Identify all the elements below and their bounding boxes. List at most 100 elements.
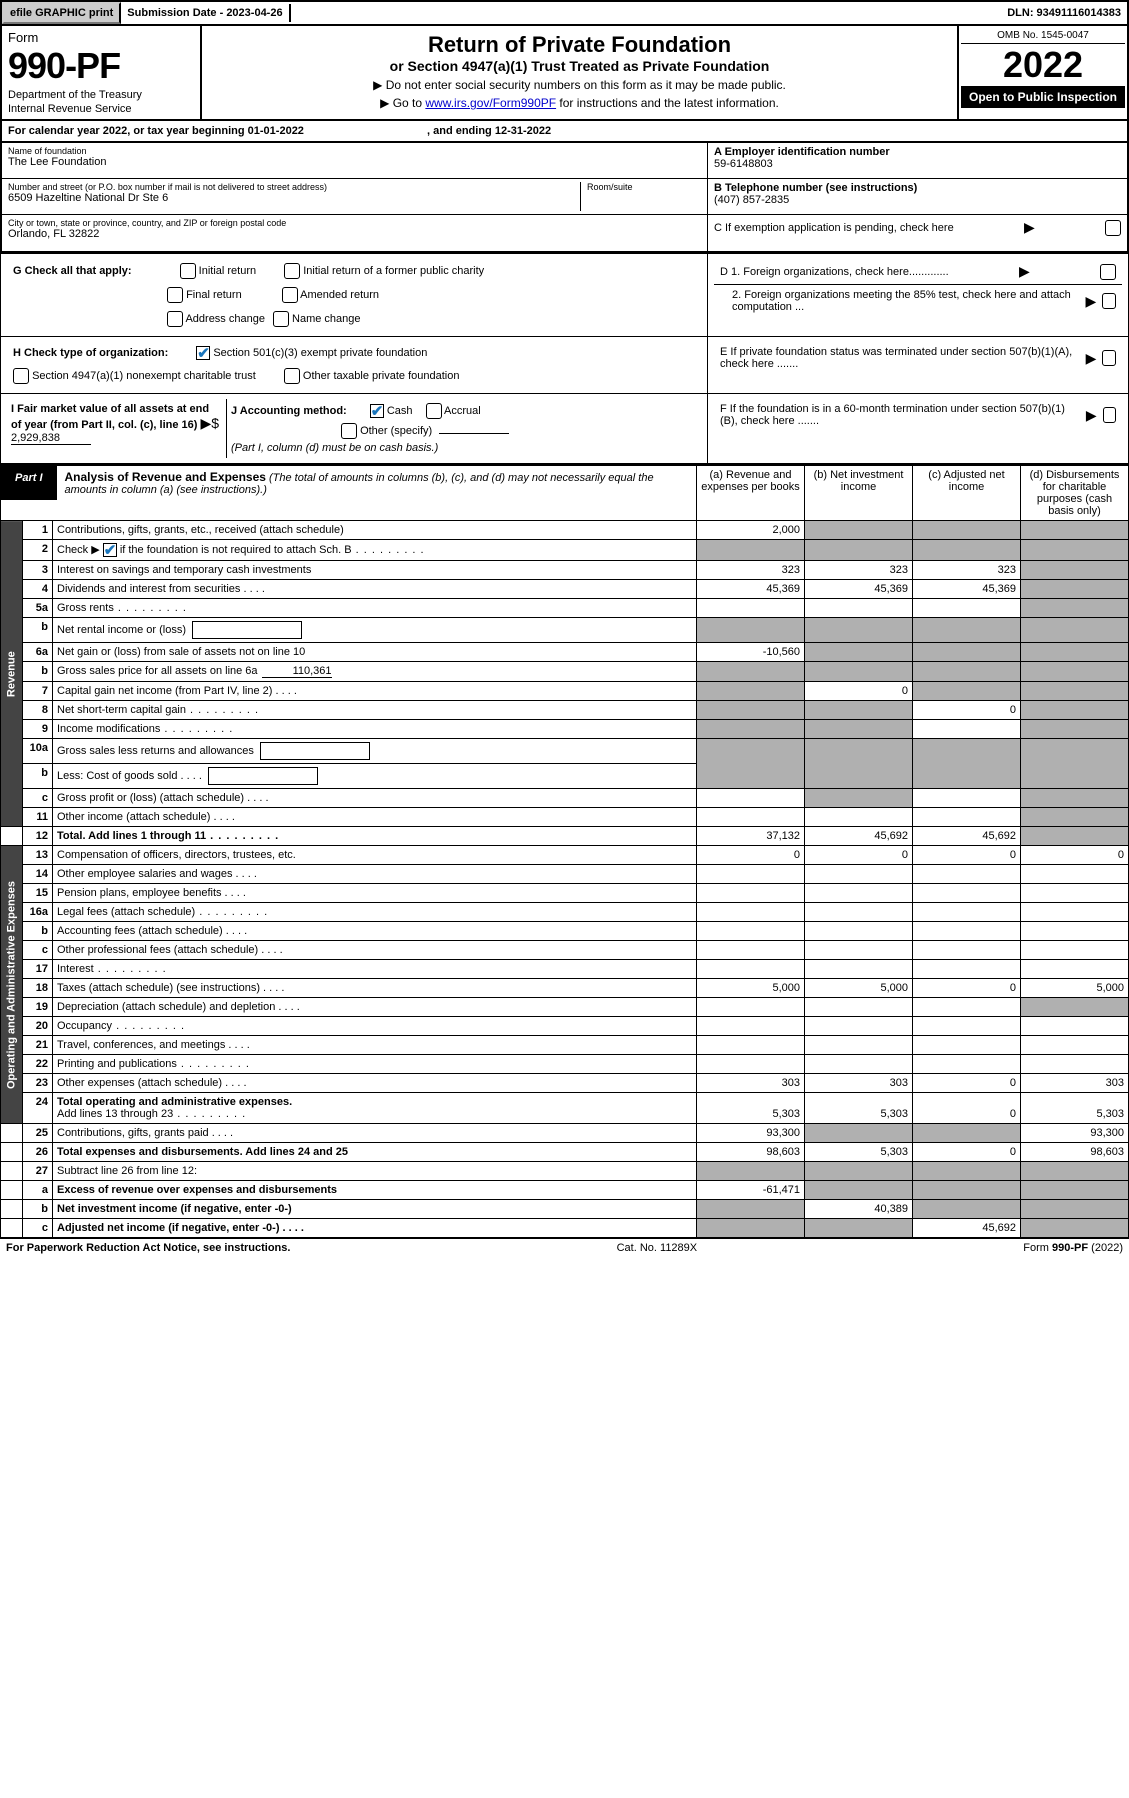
cell-shaded <box>913 1181 1021 1200</box>
cell-shaded <box>913 1200 1021 1219</box>
cell-c <box>913 1036 1021 1055</box>
line-num: 25 <box>23 1124 53 1143</box>
cell-c <box>913 720 1021 739</box>
ein-label: A Employer identification number <box>714 146 1121 158</box>
h-4947-checkbox[interactable] <box>13 368 29 384</box>
cell-b <box>805 998 913 1017</box>
line-desc: Net gain or (loss) from sale of assets n… <box>53 643 697 662</box>
j-cash-checkbox[interactable] <box>370 404 384 418</box>
irs-link[interactable]: www.irs.gov/Form990PF <box>425 96 556 110</box>
note-pre: ▶ Go to <box>380 96 425 110</box>
cell-shaded <box>805 1124 913 1143</box>
line-num: 17 <box>23 960 53 979</box>
h-501c3-checkbox[interactable] <box>196 346 210 360</box>
line-num: b <box>23 764 53 789</box>
j-other: Other (specify) <box>360 425 432 437</box>
cell-c: 0 <box>913 1143 1021 1162</box>
cell-a: 37,132 <box>697 827 805 846</box>
line-desc: Net short-term capital gain <box>53 701 697 720</box>
cell-c <box>913 922 1021 941</box>
line-num: a <box>23 1181 53 1200</box>
cell-shaded <box>913 1162 1021 1181</box>
foundation-name: The Lee Foundation <box>8 156 701 168</box>
cell-shaded <box>805 789 913 808</box>
revenue-side-label: Revenue <box>1 521 23 827</box>
col-b-header: (b) Net investment income <box>805 466 913 521</box>
j-cash: Cash <box>387 405 413 417</box>
line-desc: Gross sales less returns and allowances <box>53 739 697 764</box>
h-other-checkbox[interactable] <box>284 368 300 384</box>
cell-shaded <box>1021 561 1129 580</box>
note-link: ▶ Go to www.irs.gov/Form990PF for instru… <box>212 96 947 110</box>
cell-shaded <box>1021 1162 1129 1181</box>
arrow-icon: ▶ <box>1085 293 1096 310</box>
line-desc: Total operating and administrative expen… <box>53 1093 697 1124</box>
cell-a <box>697 941 805 960</box>
cell-c: 0 <box>913 846 1021 865</box>
r10b-desc: Less: Cost of goods sold <box>57 770 177 782</box>
cell-b: 0 <box>805 682 913 701</box>
g-final-checkbox[interactable] <box>167 287 183 303</box>
cell-c <box>913 903 1021 922</box>
d2-label: 2. Foreign organizations meeting the 85%… <box>732 289 1079 313</box>
ein-value: 59-6148803 <box>714 158 1121 170</box>
j-accrual-checkbox[interactable] <box>426 403 442 419</box>
g-initial-checkbox[interactable] <box>180 263 196 279</box>
cell-shaded <box>697 1219 805 1238</box>
cell-b <box>805 1017 913 1036</box>
i-value: 2,929,838 <box>11 432 91 445</box>
g-initial-former-checkbox[interactable] <box>284 263 300 279</box>
arrow-icon: ▶ <box>1086 407 1097 424</box>
cell-c: 0 <box>913 1093 1021 1124</box>
efile-print-button[interactable]: efile GRAPHIC print <box>2 2 121 24</box>
d1-checkbox[interactable] <box>1100 264 1116 280</box>
cell-shaded <box>805 618 913 643</box>
line-desc: Travel, conferences, and meetings <box>53 1036 697 1055</box>
line-desc: Gross sales price for all assets on line… <box>53 662 697 682</box>
r24-d1: Total operating and administrative expen… <box>57 1096 292 1108</box>
line-desc: Total expenses and disbursements. Add li… <box>53 1143 697 1162</box>
cell-b: 303 <box>805 1074 913 1093</box>
line-desc: Depreciation (attach schedule) and deple… <box>53 998 697 1017</box>
g-name-checkbox[interactable] <box>273 311 289 327</box>
cell-shaded <box>1021 540 1129 561</box>
form-title: Return of Private Foundation <box>212 32 947 58</box>
line-desc: Other employee salaries and wages <box>53 865 697 884</box>
cell-a <box>697 599 805 618</box>
g-o4: Amended return <box>300 289 379 301</box>
cell-shaded <box>1021 701 1129 720</box>
line-num: 12 <box>23 827 53 846</box>
f-label: F If the foundation is in a 60-month ter… <box>720 403 1080 427</box>
line-desc: Capital gain net income (from Part IV, l… <box>53 682 697 701</box>
cell-shaded <box>805 540 913 561</box>
f-checkbox[interactable] <box>1103 407 1116 423</box>
cell-b <box>805 960 913 979</box>
line-num: 27 <box>23 1162 53 1181</box>
cell-a <box>697 903 805 922</box>
cell-b: 40,389 <box>805 1200 913 1219</box>
cell-d: 0 <box>1021 846 1129 865</box>
submission-date: Submission Date - 2023-04-26 <box>121 4 290 22</box>
part1-table: Part I Analysis of Revenue and Expenses … <box>0 465 1129 1238</box>
schb-checkbox[interactable] <box>103 543 117 557</box>
j-other-checkbox[interactable] <box>341 423 357 439</box>
note-post: for instructions and the latest informat… <box>556 96 779 110</box>
g-amended-checkbox[interactable] <box>282 287 298 303</box>
cell-c: 45,692 <box>913 827 1021 846</box>
arrow-icon: ▶ <box>1019 263 1030 280</box>
j-accrual: Accrual <box>444 405 481 417</box>
omb-number: OMB No. 1545-0047 <box>961 28 1125 44</box>
cell-c: 45,369 <box>913 580 1021 599</box>
c-checkbox[interactable] <box>1105 220 1121 236</box>
g-address-checkbox[interactable] <box>167 311 183 327</box>
cell-shaded <box>697 1200 805 1219</box>
cal-begin: 01-01-2022 <box>248 125 304 137</box>
line-num: 26 <box>23 1143 53 1162</box>
col-d-header: (d) Disbursements for charitable purpose… <box>1021 466 1129 521</box>
e-checkbox[interactable] <box>1102 350 1116 366</box>
line-num: 22 <box>23 1055 53 1074</box>
d2-checkbox[interactable] <box>1102 293 1116 309</box>
phone-label: B Telephone number (see instructions) <box>714 182 1121 194</box>
cell-d <box>1021 941 1129 960</box>
cell-a: 98,603 <box>697 1143 805 1162</box>
